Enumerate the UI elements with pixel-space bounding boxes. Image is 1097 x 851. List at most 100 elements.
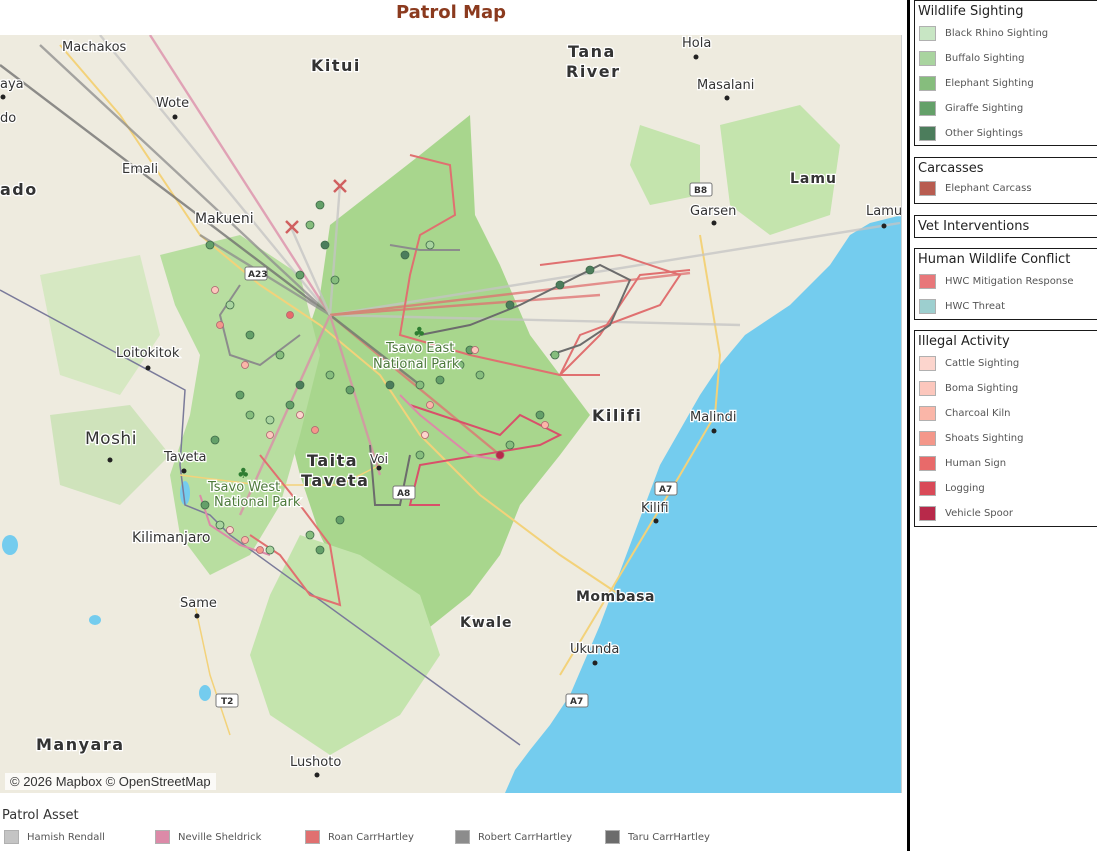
legend-item-shoats[interactable]: Shoats Sighting — [915, 426, 1097, 451]
sighting-point[interactable] — [505, 300, 515, 310]
legend-item-buffalo[interactable]: Buffalo Sighting — [915, 46, 1097, 71]
illegal-activity-point[interactable] — [311, 426, 319, 434]
legend-item-neville-sheldrick[interactable]: Neville Sheldrick — [155, 830, 261, 844]
carcass-x-marker-stroke — [285, 220, 299, 234]
sighting-point[interactable] — [315, 200, 325, 210]
park-tree-icon: ♣ — [413, 325, 426, 341]
legend-swatch — [155, 830, 170, 844]
sighting-point[interactable] — [330, 275, 340, 285]
sighting-point[interactable] — [205, 240, 215, 250]
sighting-point[interactable] — [475, 370, 485, 380]
patrol-asset-legend-title: Patrol Asset — [2, 808, 79, 823]
legend-item-elephant-carcass[interactable]: Elephant Carcass — [915, 178, 1097, 198]
town-dot — [145, 365, 151, 371]
legend-item-hwc-threat[interactable]: HWC Threat — [915, 294, 1097, 319]
sighting-point[interactable] — [455, 360, 465, 370]
patrol-line — [238, 314, 332, 516]
patrol-line — [99, 35, 331, 316]
illegal-activity-point[interactable] — [256, 546, 264, 554]
legend-label: Shoats Sighting — [945, 433, 1024, 444]
place-label-tsavo-east-2: National Park — [373, 357, 460, 372]
sighting-point[interactable] — [295, 380, 305, 390]
sighting-point[interactable] — [315, 545, 325, 555]
sighting-point[interactable] — [535, 410, 545, 420]
illegal-activity-point[interactable] — [296, 411, 304, 419]
illegal-activity-point[interactable] — [495, 450, 505, 460]
legend-swatch — [919, 356, 936, 371]
illegal-activity-point[interactable] — [266, 431, 274, 439]
place-label-emali: Emali — [122, 162, 158, 177]
legend-item-boma[interactable]: Boma Sighting — [915, 376, 1097, 401]
road-t2 — [194, 604, 231, 736]
sighting-point[interactable] — [415, 450, 425, 460]
sighting-point[interactable] — [245, 410, 255, 420]
sighting-point[interactable] — [305, 220, 315, 230]
sighting-point[interactable] — [555, 280, 565, 290]
town-dot — [711, 428, 717, 434]
sighting-point[interactable] — [210, 435, 220, 445]
sighting-point[interactable] — [245, 330, 255, 340]
legend-item-elephant[interactable]: Elephant Sighting — [915, 71, 1097, 96]
legend-swatch — [605, 830, 620, 844]
sighting-point[interactable] — [200, 500, 210, 510]
sighting-point[interactable] — [295, 270, 305, 280]
sighting-point[interactable] — [320, 240, 330, 250]
illegal-activity-point[interactable] — [541, 421, 549, 429]
town-dot — [653, 518, 659, 524]
illegal-activity-point[interactable] — [471, 346, 479, 354]
legend-item-robert-carrhartley[interactable]: Robert CarrHartley — [455, 830, 572, 844]
sighting-point[interactable] — [325, 370, 335, 380]
sighting-point[interactable] — [425, 240, 435, 250]
illegal-activity-point[interactable] — [241, 361, 249, 369]
legend-swatch — [919, 51, 936, 66]
sighting-point[interactable] — [435, 375, 445, 385]
sighting-point[interactable] — [505, 440, 515, 450]
road-shield-label-b8: B8 — [694, 186, 707, 196]
sighting-point[interactable] — [345, 385, 355, 395]
sighting-point[interactable] — [225, 300, 235, 310]
sighting-point[interactable] — [415, 380, 425, 390]
illegal-activity-point[interactable] — [211, 286, 219, 294]
illegal-activity-point[interactable] — [241, 536, 249, 544]
sighting-point[interactable] — [285, 400, 295, 410]
illegal-activity-point[interactable] — [426, 401, 434, 409]
illegal-activity-point[interactable] — [286, 311, 294, 319]
legend-item-taru-carrhartley[interactable]: Taru CarrHartley — [605, 830, 710, 844]
illegal-activity-point[interactable] — [216, 321, 224, 329]
legend-item-vehicle-spoor[interactable]: Vehicle Spoor — [915, 501, 1097, 526]
town-dot — [181, 468, 187, 474]
legend-item-logging[interactable]: Logging — [915, 476, 1097, 501]
town-dot — [0, 94, 6, 100]
map-attribution[interactable]: © 2026 Mapbox © OpenStreetMap — [5, 773, 216, 790]
legend-label: Vehicle Spoor — [945, 508, 1013, 519]
legend-item-human-sign[interactable]: Human Sign — [915, 451, 1097, 476]
road-taveta — [179, 464, 381, 486]
sighting-point[interactable] — [265, 545, 275, 555]
legend-item-giraffe[interactable]: Giraffe Sighting — [915, 96, 1097, 121]
sighting-point[interactable] — [400, 250, 410, 260]
place-label-lamu: Lamu — [790, 171, 837, 187]
legend-item-black-rhino[interactable]: Black Rhino Sighting — [915, 21, 1097, 46]
legend-item-other-sightings[interactable]: Other Sightings — [915, 121, 1097, 146]
sighting-point[interactable] — [215, 520, 225, 530]
sighting-point[interactable] — [335, 515, 345, 525]
illegal-activity-point[interactable] — [226, 526, 234, 534]
place-label-garsen: Garsen — [690, 204, 736, 219]
legend-item-roan-carrhartley[interactable]: Roan CarrHartley — [305, 830, 414, 844]
legend-item-hwc-mitigation[interactable]: HWC Mitigation Response — [915, 269, 1097, 294]
map-svg[interactable]: ♣ ♣ — [0, 35, 902, 793]
legend-item-hamish-rendall[interactable]: Hamish Rendall — [4, 830, 105, 844]
town-dot — [724, 95, 730, 101]
sighting-point[interactable] — [550, 350, 560, 360]
map-canvas[interactable]: ♣ ♣ — [0, 35, 902, 793]
sighting-point[interactable] — [305, 530, 315, 540]
illegal-activity-point[interactable] — [421, 431, 429, 439]
sighting-point[interactable] — [385, 380, 395, 390]
sighting-point[interactable] — [265, 415, 275, 425]
sighting-point[interactable] — [275, 350, 285, 360]
sighting-point[interactable] — [585, 265, 595, 275]
legend-item-cattle[interactable]: Cattle Sighting — [915, 351, 1097, 376]
sighting-point[interactable] — [235, 390, 245, 400]
place-label-tsavo-west-1: Tsavo West — [207, 480, 280, 495]
legend-item-charcoal-kiln[interactable]: Charcoal Kiln — [915, 401, 1097, 426]
